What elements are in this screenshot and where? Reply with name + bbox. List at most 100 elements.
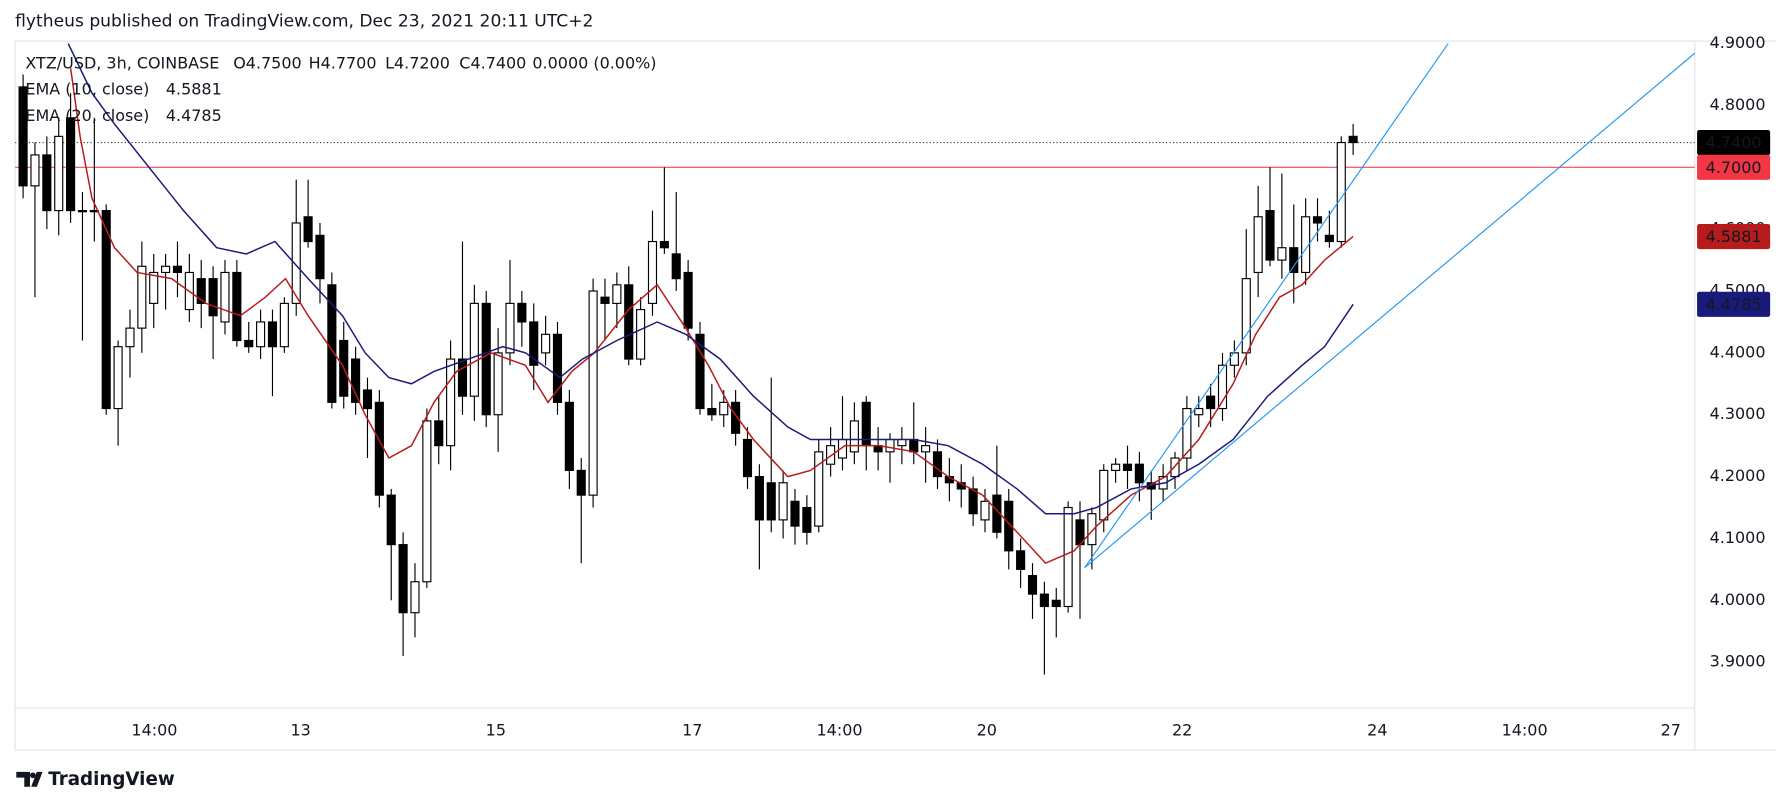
publisher-line: flytheus published on TradingView.com, D… (15, 12, 593, 32)
ohlc-open: O4.7500 (233, 53, 301, 72)
candle-body (398, 544, 408, 614)
candle-body (196, 278, 206, 304)
candle-body (1039, 593, 1049, 608)
candle-body (742, 438, 753, 478)
candle-body (1027, 574, 1038, 595)
legend-name: EMA (10, close) (25, 80, 149, 99)
candle-body (517, 302, 527, 323)
legend-value: 4.5881 (166, 80, 222, 99)
x-tick-label: 14:00 (131, 720, 177, 739)
candle-body (1194, 407, 1204, 416)
y-tick-label: 4.8000 (1710, 95, 1766, 114)
candle-body (1277, 247, 1287, 261)
brand: TradingView (16, 769, 175, 790)
candle-body (66, 117, 76, 212)
candle-body (790, 500, 800, 527)
candle-body (113, 346, 123, 410)
y-tick-label: 3.9000 (1710, 652, 1766, 671)
candle-body (208, 278, 218, 317)
candle-body (802, 506, 812, 533)
candle-body (279, 302, 289, 348)
x-tick-label: 17 (682, 720, 702, 739)
price-badge (1697, 223, 1771, 250)
candle-body (1111, 463, 1121, 471)
y-tick-label: 4.2000 (1710, 466, 1766, 485)
ema-line (67, 43, 1354, 515)
candle-body (1336, 141, 1346, 243)
candle-body (909, 438, 919, 453)
ohlc-low: L4.7200 (385, 53, 450, 72)
candle-body (351, 358, 361, 403)
x-tick-label: 15 (486, 720, 506, 739)
candle-body (1122, 463, 1133, 471)
candle-body (1087, 513, 1097, 546)
candle-body (244, 339, 254, 348)
trend-line (1084, 43, 1449, 568)
y-tick-label: 4.9000 (1710, 33, 1766, 52)
price-badge-label: 4.5881 (1706, 227, 1762, 246)
legend: XTZ/USD, 3h, COINBASE O4.7500 H4.7700 L4… (25, 53, 656, 125)
candle-body (659, 240, 669, 249)
symbol-label: XTZ/USD, 3h, COINBASE (25, 53, 219, 72)
candle-body (529, 321, 539, 366)
candle-body (422, 420, 432, 583)
candle-body (1063, 506, 1073, 608)
candle-body (303, 216, 313, 243)
candle-body (1253, 216, 1263, 274)
candle-body (1182, 407, 1192, 459)
candle-body (552, 333, 563, 403)
candle-body (612, 284, 622, 304)
candle-body (149, 271, 159, 304)
axes: 4.90004.80004.60004.50004.40004.30004.20… (131, 33, 1771, 739)
candle-body (374, 401, 384, 496)
candle-body (457, 358, 468, 397)
candle-body (647, 240, 658, 304)
candle-body (30, 154, 40, 187)
candle-body (707, 407, 717, 416)
y-tick-label: 4.1000 (1710, 528, 1766, 547)
candle-body (932, 451, 943, 478)
price-badge-label: 4.7000 (1706, 158, 1762, 177)
candle-body (1301, 216, 1311, 274)
brand-logo (16, 771, 43, 787)
x-tick-label: 14:00 (817, 720, 863, 739)
candle-body (232, 271, 242, 342)
candle-body (1289, 247, 1299, 274)
candle-body (814, 451, 824, 527)
price-badge (1697, 291, 1771, 317)
candle-body (77, 210, 88, 213)
candle-body (564, 401, 574, 471)
candle-body (493, 352, 503, 416)
brand-logo-dot (29, 772, 36, 779)
candle-body (754, 476, 764, 521)
candle-body (1312, 216, 1323, 224)
candle-body (327, 284, 337, 403)
y-tick-label: 4.0000 (1710, 590, 1766, 609)
price-badge-label: 4.4785 (1706, 295, 1762, 314)
plot-area (15, 43, 1695, 675)
x-tick-label: 13 (290, 720, 310, 739)
candle-body (362, 389, 373, 410)
candle-body (1004, 500, 1014, 552)
ohlc-close: C4.7400 (459, 53, 526, 72)
candle-body (897, 438, 907, 447)
candle-body (636, 309, 646, 360)
candle-body (1324, 234, 1334, 243)
candle-body (980, 500, 990, 521)
x-tick-label: 22 (1172, 720, 1192, 739)
candle-body (885, 438, 895, 453)
candle-body (446, 358, 456, 447)
candle-body (267, 321, 278, 348)
candle-body (849, 420, 859, 453)
candle-body (1016, 550, 1026, 570)
candle-body (125, 327, 135, 348)
candle-body (172, 265, 183, 274)
candle-body (671, 253, 681, 280)
y-tick-label: 4.3000 (1710, 404, 1766, 423)
candle-body (18, 86, 28, 187)
candle-body (137, 265, 147, 329)
trend-line (1084, 52, 1695, 568)
candle-body (481, 302, 491, 416)
candle-body (826, 445, 836, 465)
